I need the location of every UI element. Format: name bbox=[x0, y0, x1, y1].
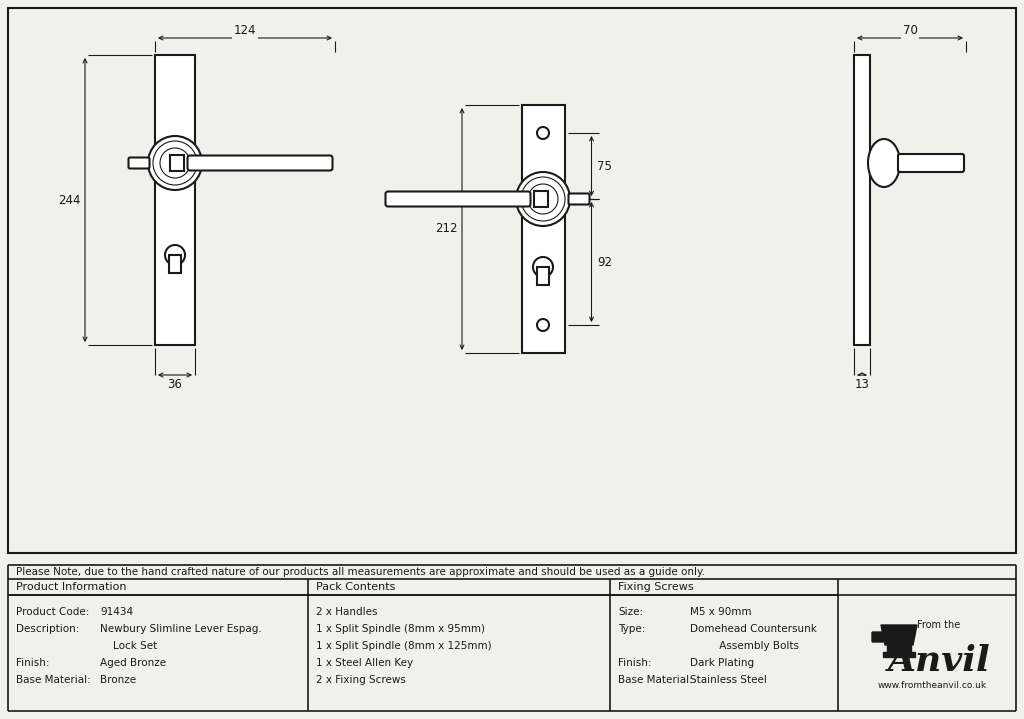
Text: Please Note, due to the hand crafted nature of our products all measurements are: Please Note, due to the hand crafted nat… bbox=[16, 567, 705, 577]
Ellipse shape bbox=[868, 139, 900, 187]
Circle shape bbox=[521, 177, 565, 221]
Bar bbox=[534, 191, 548, 207]
Text: Description:: Description: bbox=[16, 624, 80, 634]
Text: 36: 36 bbox=[168, 377, 182, 390]
Text: 92: 92 bbox=[597, 255, 612, 268]
Circle shape bbox=[160, 148, 190, 178]
Bar bbox=[883, 652, 915, 657]
Circle shape bbox=[537, 319, 549, 331]
Text: Finish:: Finish: bbox=[618, 658, 651, 668]
Circle shape bbox=[516, 172, 570, 226]
FancyBboxPatch shape bbox=[187, 155, 333, 170]
Bar bbox=[854, 55, 870, 345]
Circle shape bbox=[528, 184, 558, 214]
Bar bbox=[887, 645, 911, 652]
Text: 75: 75 bbox=[597, 160, 612, 173]
Text: Assembly Bolts: Assembly Bolts bbox=[690, 641, 799, 651]
Text: Size:: Size: bbox=[618, 607, 643, 617]
Text: Domehead Countersunk: Domehead Countersunk bbox=[690, 624, 817, 634]
FancyBboxPatch shape bbox=[568, 193, 590, 204]
Text: M5 x 90mm: M5 x 90mm bbox=[690, 607, 752, 617]
Bar bbox=[8, 8, 1016, 553]
Text: Anvil: Anvil bbox=[888, 644, 990, 678]
Text: 124: 124 bbox=[233, 24, 256, 37]
Text: www.fromtheanvil.co.uk: www.fromtheanvil.co.uk bbox=[878, 680, 986, 690]
Text: 1 x Split Spindle (8mm x 95mm): 1 x Split Spindle (8mm x 95mm) bbox=[316, 624, 485, 634]
Text: 13: 13 bbox=[855, 377, 869, 390]
Text: Product Information: Product Information bbox=[16, 582, 127, 592]
Circle shape bbox=[534, 257, 553, 277]
Text: Stainless Steel: Stainless Steel bbox=[690, 675, 767, 685]
FancyBboxPatch shape bbox=[385, 191, 530, 206]
Circle shape bbox=[148, 136, 202, 190]
Text: Aged Bronze: Aged Bronze bbox=[100, 658, 166, 668]
Text: Base Material:: Base Material: bbox=[618, 675, 693, 685]
Text: Newbury Slimline Lever Espag.: Newbury Slimline Lever Espag. bbox=[100, 624, 262, 634]
Text: Finish:: Finish: bbox=[16, 658, 49, 668]
Bar bbox=[521, 105, 564, 353]
Text: 2 x Fixing Screws: 2 x Fixing Screws bbox=[316, 675, 406, 685]
Circle shape bbox=[537, 127, 549, 139]
Text: Dark Plating: Dark Plating bbox=[690, 658, 754, 668]
Text: Product Code:: Product Code: bbox=[16, 607, 89, 617]
Text: Lock Set: Lock Set bbox=[100, 641, 158, 651]
FancyBboxPatch shape bbox=[128, 157, 150, 168]
Text: 2 x Handles: 2 x Handles bbox=[316, 607, 378, 617]
Text: Fixing Screws: Fixing Screws bbox=[618, 582, 693, 592]
Text: 1 x Split Spindle (8mm x 125mm): 1 x Split Spindle (8mm x 125mm) bbox=[316, 641, 492, 651]
Text: Bronze: Bronze bbox=[100, 675, 136, 685]
Circle shape bbox=[153, 141, 197, 185]
FancyBboxPatch shape bbox=[898, 154, 964, 172]
Text: 91434: 91434 bbox=[100, 607, 133, 617]
Text: 1 x Steel Allen Key: 1 x Steel Allen Key bbox=[316, 658, 413, 668]
Text: Base Material:: Base Material: bbox=[16, 675, 91, 685]
Circle shape bbox=[165, 245, 185, 265]
Bar bbox=[170, 155, 184, 171]
Text: 244: 244 bbox=[57, 193, 80, 206]
Text: From the: From the bbox=[918, 620, 961, 630]
Bar bbox=[537, 267, 549, 285]
Text: Pack Contents: Pack Contents bbox=[316, 582, 395, 592]
FancyBboxPatch shape bbox=[872, 632, 884, 642]
Bar bbox=[169, 255, 181, 273]
Bar bbox=[155, 55, 195, 345]
Text: Type:: Type: bbox=[618, 624, 645, 634]
Text: 212: 212 bbox=[435, 222, 458, 236]
Text: 70: 70 bbox=[902, 24, 918, 37]
Polygon shape bbox=[881, 625, 918, 645]
